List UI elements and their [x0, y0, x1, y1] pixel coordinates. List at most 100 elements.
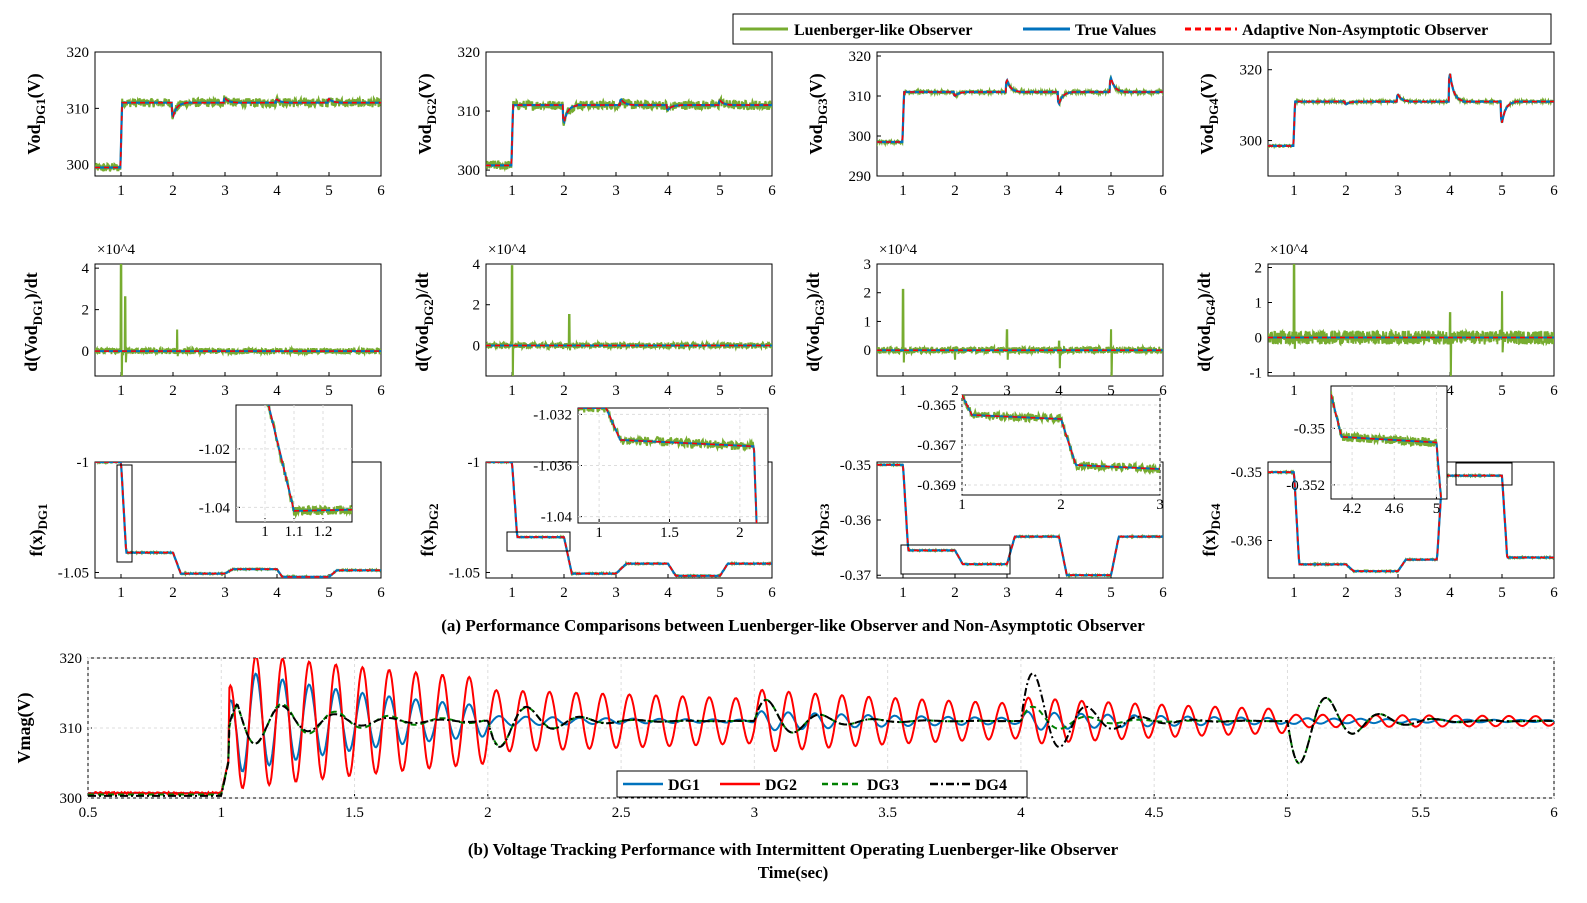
vmag-xtick-label: 1	[218, 805, 226, 821]
top-legend: Luenberger-like Observer True Values Ada…	[732, 13, 1552, 45]
d4-xtick-label: 6	[1550, 383, 1558, 399]
panel-vod2: 1 2 3 4 5 6 300 310 320 VodDG2(V)	[415, 45, 776, 199]
f3-inset-xtick-label: 3	[1156, 497, 1164, 513]
f2-ylabel: f(x)DG2	[417, 504, 441, 557]
f3-xtick-label: 4	[1055, 585, 1063, 601]
vod1-xtick-label: 2	[169, 183, 177, 199]
vod2-xtick-label: 6	[768, 183, 776, 199]
vod3-ylabel-sub: DG3	[815, 98, 830, 125]
legend-dg4-label: DG4	[975, 777, 1007, 794]
d2-ylabel: d(VodDG2)/dt	[412, 272, 436, 371]
f1-ytick-label: -1.05	[58, 565, 89, 581]
vod2-xtick-label: 5	[716, 183, 724, 199]
caption-a: (a) Performance Comparisons between Luen…	[441, 616, 1145, 635]
d2-xtick-label: 6	[768, 383, 776, 399]
vod4-ylabel: VodDG4(V)	[1197, 73, 1221, 154]
vod3-xtick-label: 1	[899, 183, 907, 199]
f1-xtick-label: 2	[169, 585, 177, 601]
f1-ylabel-main: f(x)	[26, 530, 47, 557]
f1-xtick-label: 1	[117, 585, 125, 601]
legend-adaptive-label: Adaptive Non-Asymptotic Observer	[1242, 22, 1488, 39]
d4-ylabel-main: d(Vod	[1194, 325, 1215, 371]
panel-d3: 1 2 3 4 5 6 0 1 2 3 d(VodDG3)/dt ×10^4	[803, 242, 1167, 399]
d2-xtick-label: 2	[560, 383, 568, 399]
d1-ylabel-main: d(Vod	[21, 325, 42, 371]
vod4-xtick-label: 4	[1446, 183, 1454, 199]
vmag-xtick-label: 4.5	[1145, 805, 1164, 821]
f3-ylabel: f(x)DG3	[808, 503, 832, 556]
vod4-axes-frame	[1267, 51, 1555, 177]
d3-ytick-label: 0	[864, 343, 872, 359]
f1-xtick-label: 3	[221, 585, 229, 601]
f4-inset-ytick-label: -0.352	[1286, 478, 1325, 494]
vod1-ytick-label: 310	[67, 101, 90, 117]
d2-xtick-label: 3	[612, 383, 620, 399]
f3-ytick-label: -0.35	[840, 458, 871, 474]
f1-adaptive-line	[95, 462, 381, 578]
vod2-ytick-label: 320	[458, 45, 481, 61]
d2-xtick-label: 1	[508, 383, 516, 399]
f2-ytick-label: -1.05	[449, 565, 480, 581]
f2-inset-xtick-label: 2	[736, 525, 744, 541]
panel-f2: 1 2 3 4 5 6 -1 -1.05 f(x)DG2 1 1.5 2 -1.032 -1.036 -1.…	[417, 407, 776, 601]
vod3-ytick-label: 290	[849, 169, 872, 185]
f2-xtick-label: 1	[508, 585, 516, 601]
f2-inset-adaptive-line	[578, 408, 758, 523]
f3-xtick-label: 5	[1107, 585, 1115, 601]
caption-time: Time(sec)	[758, 863, 829, 882]
f3-xtick-label: 1	[899, 585, 907, 601]
f2-xtick-label: 3	[612, 585, 620, 601]
vod2-axes-frame	[485, 51, 773, 177]
vmag-xtick-label: 5	[1284, 805, 1292, 821]
d2-axes-frame	[485, 263, 773, 377]
f3-xtick-label: 2	[951, 585, 959, 601]
d3-ylabel: d(VodDG3)/dt	[803, 272, 827, 371]
f2-ylabel-sub: DG2	[426, 504, 441, 530]
f1-zoom-box	[116, 464, 133, 563]
f4-ylabel-main: f(x)	[1199, 530, 1220, 557]
f4-adaptive-line	[1268, 471, 1554, 572]
d3-luenberger-line	[877, 288, 1163, 376]
d2-ytick-label: 2	[473, 298, 481, 314]
panel-f4: 1 2 3 4 5 6 -0.35 -0.36 f(x)DG4 4.2 4.6 5 -0.35 -0.35…	[1199, 385, 1558, 601]
f2-xtick-label: 2	[560, 585, 568, 601]
vod1-ylabel: VodDG1(V)	[24, 73, 48, 154]
d1-xtick-label: 4	[273, 383, 281, 399]
vod4-xtick-label: 1	[1290, 183, 1298, 199]
vod1-ylabel-sub: DG1	[33, 98, 48, 124]
f4-xtick-label: 2	[1342, 585, 1350, 601]
f3-xtick-label: 3	[1003, 585, 1011, 601]
panel-d2: 1 2 3 4 5 6 0 2 4 d(VodDG2)/dt ×10^4	[412, 242, 776, 399]
f3-zoom-box	[900, 544, 1011, 575]
f2-ytick-label: -1	[468, 455, 481, 471]
d2-exponent: ×10^4	[488, 242, 526, 258]
f3-inset-xtick-label: 2	[1057, 497, 1065, 513]
vod2-xtick-label: 2	[560, 183, 568, 199]
f1-inset: 1 1.1 1.2 -1.02 -1.04	[199, 404, 353, 540]
f3-ylabel-sub: DG3	[817, 503, 832, 530]
vod4-xtick-label: 3	[1394, 183, 1402, 199]
vod4-ytick-label: 300	[1240, 134, 1263, 150]
d2-xtick-label: 5	[716, 383, 724, 399]
vod1-xtick-label: 1	[117, 183, 125, 199]
f1-inset-xtick-label: 1	[261, 524, 269, 540]
d3-xtick-label: 4	[1055, 383, 1063, 399]
vod1-ytick-label: 300	[67, 158, 90, 174]
f4-xtick-label: 1	[1290, 585, 1298, 601]
legend-dg2-label: DG2	[765, 777, 797, 794]
vmag-xtick-label: 4	[1017, 805, 1025, 821]
vod4-ylabel-main: Vod	[1197, 124, 1217, 154]
vod3-ytick-label: 310	[849, 89, 872, 105]
vod4-adaptive-line	[1268, 73, 1554, 147]
f4-inset-luenberger-line	[1331, 390, 1443, 499]
vod3-ylabel-main: Vod	[806, 124, 826, 154]
f2-inset-ytick-label: -1.036	[533, 459, 572, 475]
vod3-adaptive-line	[877, 75, 1163, 143]
d2-ytick-label: 4	[473, 257, 481, 273]
f2-xtick-label: 4	[664, 585, 672, 601]
vod2-ylabel-sub: DG2	[424, 98, 439, 124]
d4-exponent: ×10^4	[1270, 242, 1308, 258]
f2-adaptive-line	[486, 462, 772, 577]
f1-ylabel-sub: DG1	[35, 504, 50, 530]
